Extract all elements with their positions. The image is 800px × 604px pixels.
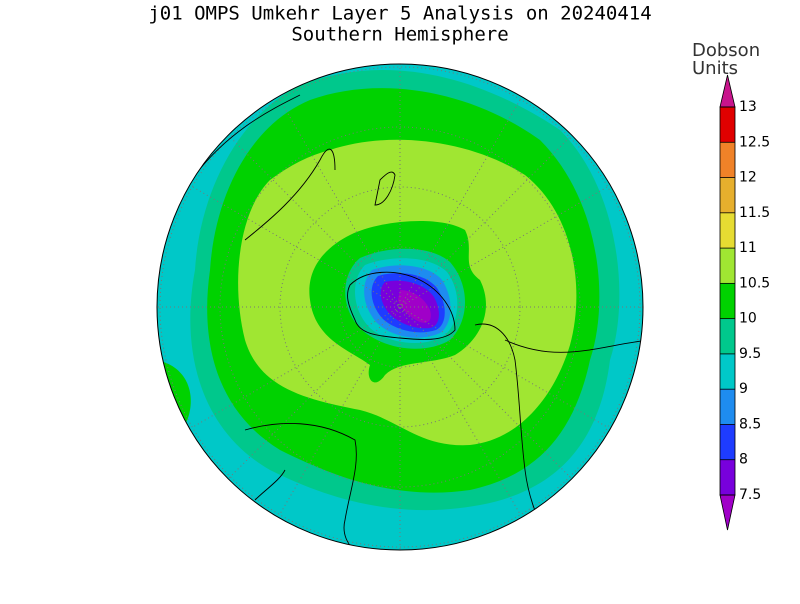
colorbar-bin <box>720 283 735 319</box>
colorbar-bin <box>720 177 735 213</box>
colorbar-tick-label: 10.5 <box>739 275 770 291</box>
field <box>398 290 431 323</box>
colorbar-bin <box>720 318 735 354</box>
colorbar-over <box>719 74 736 108</box>
subtitle: Southern Hemisphere <box>291 24 508 46</box>
colorbar-tick-label: 7.5 <box>739 487 761 503</box>
colorbar-under <box>719 494 736 531</box>
colorbar-tick-label: 13 <box>739 99 757 115</box>
colorbar-bin <box>720 459 735 495</box>
colorbar-bin <box>720 389 735 425</box>
colorbar-tick-label: 12 <box>739 170 757 186</box>
colorbar-tick-label: 11 <box>739 240 757 256</box>
colorbar: 7.5 8 8.5 9 9.5 10 10.5 11 11.5 12 12.5 13 <box>719 74 770 531</box>
colorbar-tick-label: 8.5 <box>739 416 761 432</box>
colorbar-bin <box>720 107 735 143</box>
map-border <box>156 63 644 551</box>
colorbar-bin <box>720 353 735 390</box>
colorbar-tick-label: 9 <box>739 381 748 397</box>
colorbar-bin <box>720 142 735 178</box>
colorbar-tick-label: 10 <box>739 311 757 327</box>
colorbar-bin <box>720 212 735 249</box>
units-label: Dobson <box>692 40 760 61</box>
map <box>157 64 643 550</box>
colorbar-bin <box>720 248 735 284</box>
colorbar-tick-label: 11.5 <box>739 205 770 221</box>
colorbar-tick-label: 8 <box>739 452 748 468</box>
colorbar-bin <box>720 424 735 460</box>
colorbar-tick-label: 9.5 <box>739 346 761 362</box>
colorbar-tick-label: 12.5 <box>739 134 770 150</box>
units-label: Units <box>692 58 738 79</box>
title: j01 OMPS Umkehr Layer 5 Analysis on 2024… <box>148 3 651 25</box>
